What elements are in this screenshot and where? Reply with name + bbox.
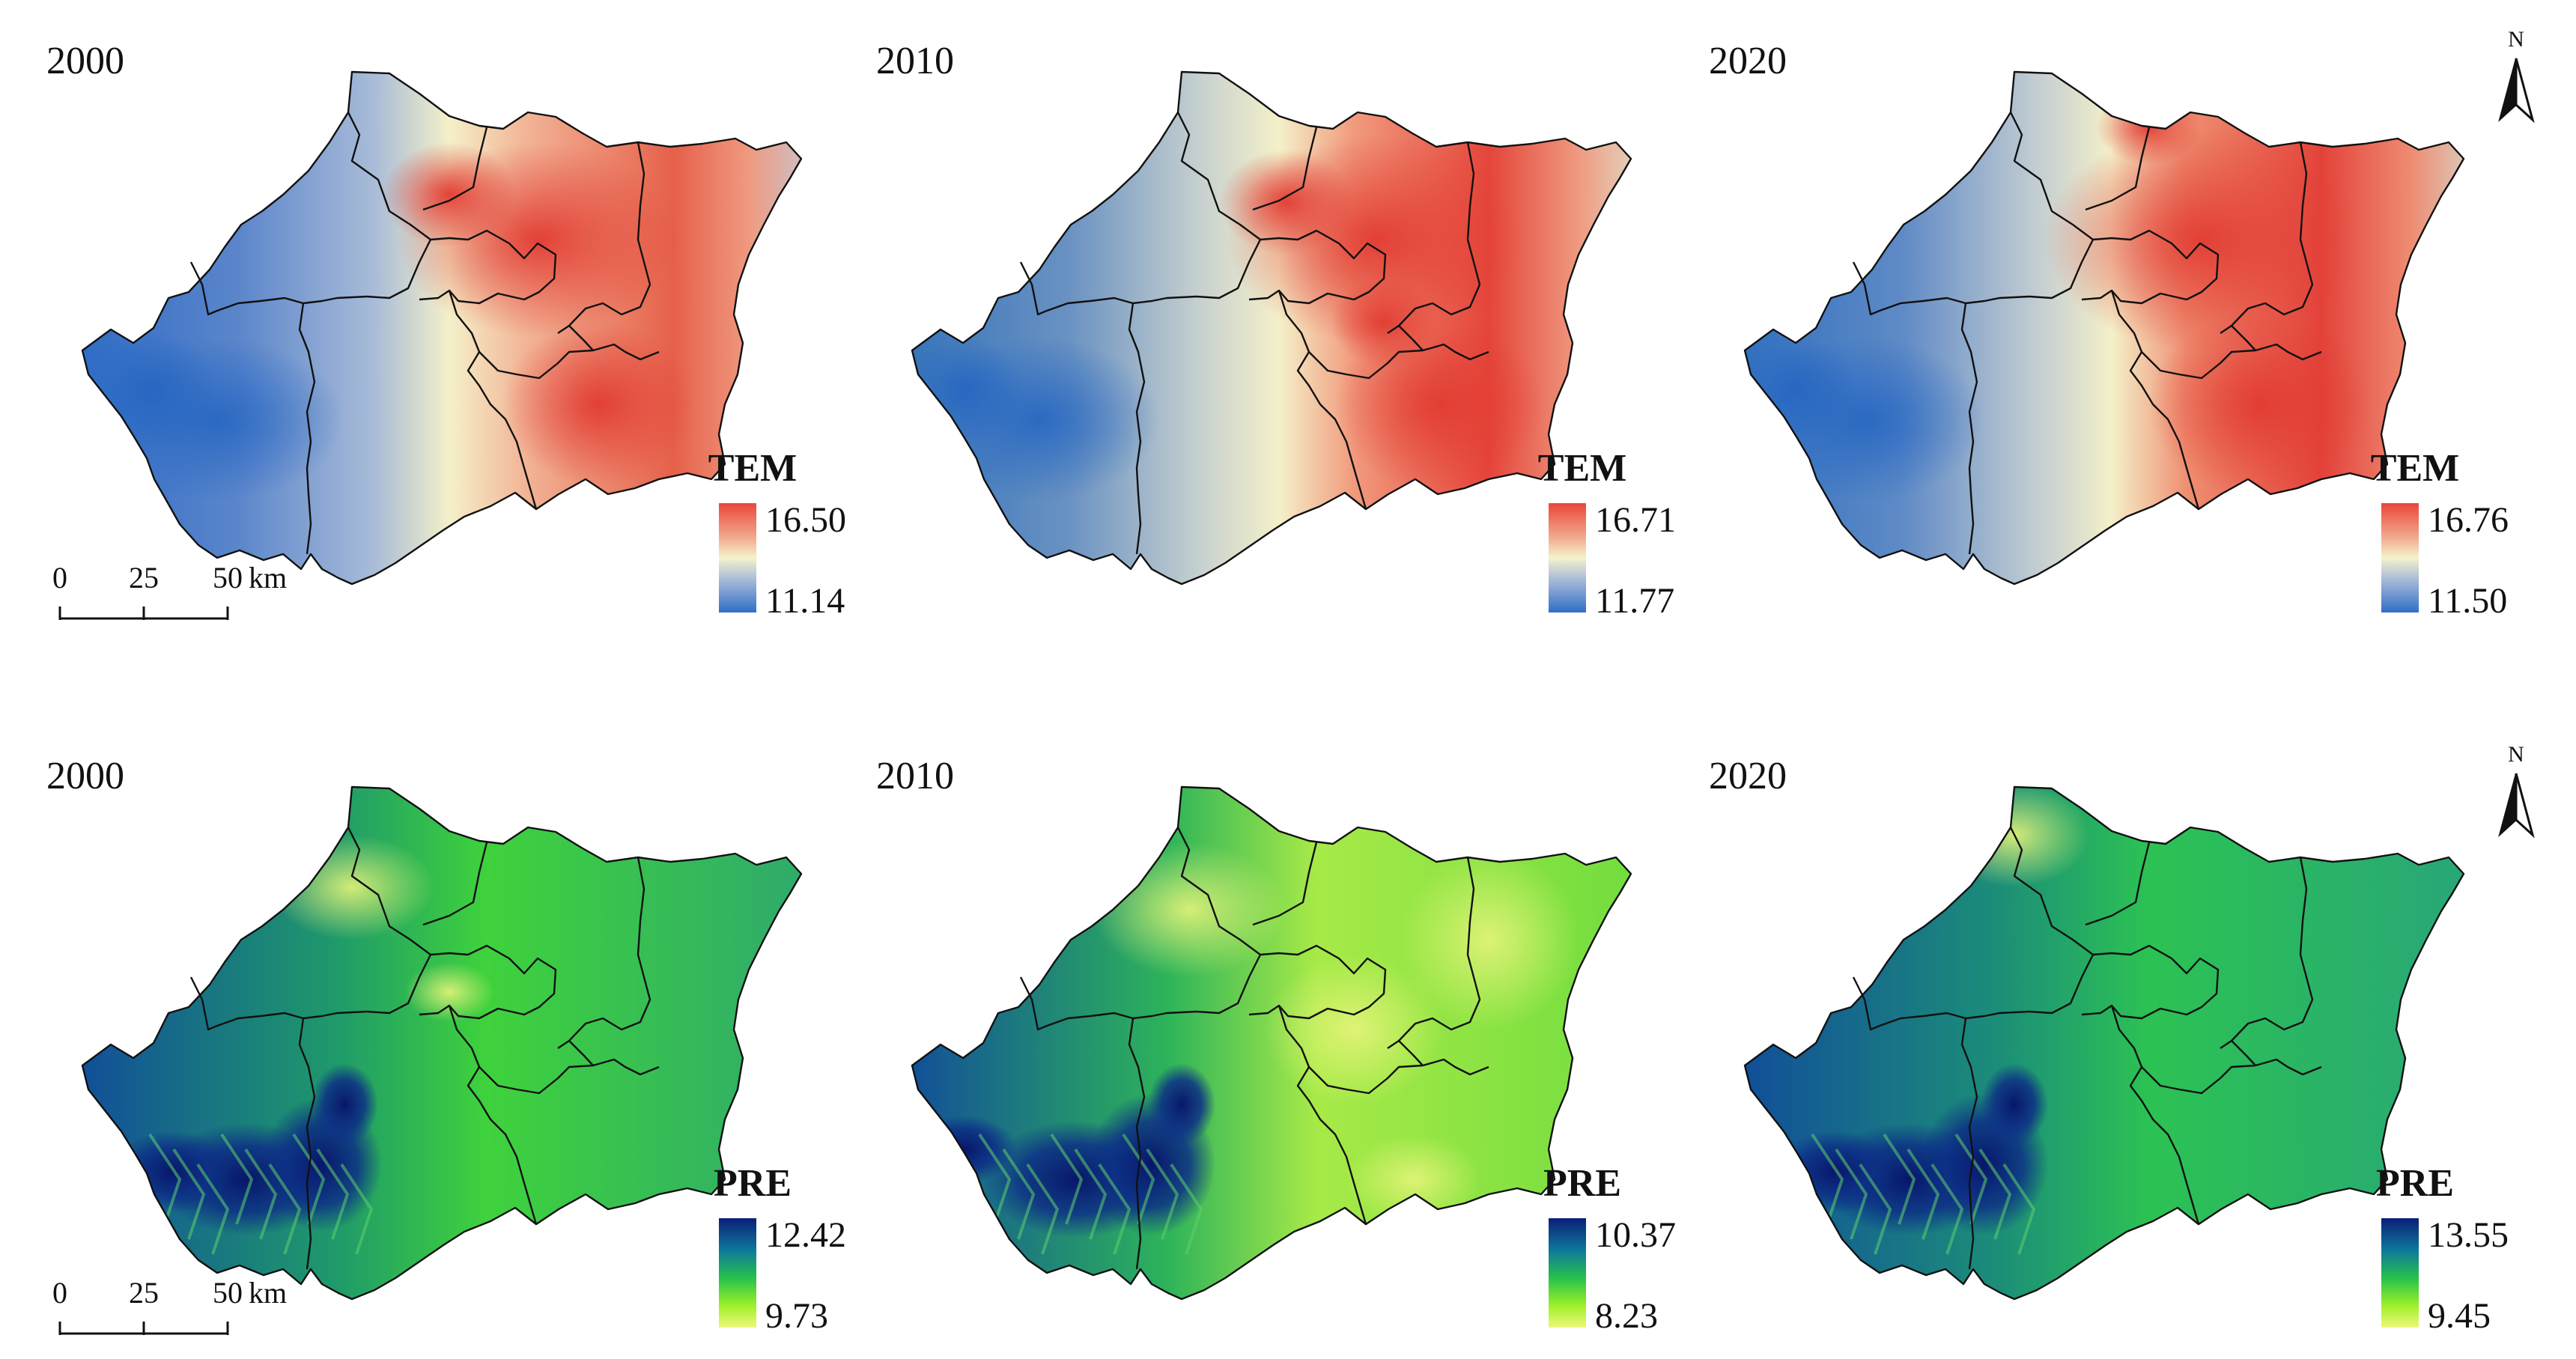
scale-tick-label: 0 xyxy=(52,1276,67,1310)
district-boundaries xyxy=(911,70,1632,586)
scale-unit-label: km xyxy=(249,561,287,595)
legend-low-value: 11.77 xyxy=(1595,581,1674,621)
district-boundaries xyxy=(911,785,1632,1301)
legend-high-value: 16.50 xyxy=(765,500,846,540)
legend-title: PRE xyxy=(2376,1162,2454,1205)
map-panel-pre-2020: 2020 PRE 13.55 9.45 N xyxy=(1709,742,2535,1336)
tem-legend: TEM 16.76 11.50 xyxy=(2371,447,2509,621)
tem-surface xyxy=(82,72,801,584)
legend-title: TEM xyxy=(708,447,797,490)
scale-unit-label: km xyxy=(249,1276,287,1310)
legend-title: TEM xyxy=(1538,447,1626,490)
north-arrow-icon: N xyxy=(2498,27,2535,124)
district-boundaries xyxy=(1743,70,2465,586)
legend-low-value: 9.73 xyxy=(765,1296,828,1336)
svg-text:N: N xyxy=(2508,27,2524,52)
legend-low-value: 11.14 xyxy=(765,581,845,621)
legend-color-ramp xyxy=(1549,1218,1586,1328)
map-panel-tem-2000: 2000 TEM 16.50 11.14 0 25 50 km xyxy=(46,40,846,621)
legend-low-value: 11.50 xyxy=(2428,581,2507,621)
legend-color-ramp xyxy=(2381,1218,2419,1328)
scale-tick-label: 25 xyxy=(129,561,159,595)
legend-low-value: 8.23 xyxy=(1595,1296,1658,1336)
year-label: 2010 xyxy=(876,40,954,82)
year-label: 2000 xyxy=(46,755,124,797)
legend-title: TEM xyxy=(2371,447,2459,490)
year-label: 2000 xyxy=(46,40,124,82)
legend-color-ramp xyxy=(719,503,756,612)
map-panel-pre-2010: 2010 PRE 10.37 8.23 xyxy=(876,755,1676,1336)
year-label: 2020 xyxy=(1709,40,1787,82)
scale-tick-label: 0 xyxy=(52,561,67,595)
scale-tick-label: 50 xyxy=(213,1276,243,1310)
map-panel-tem-2020: 2020 TEM 16.76 11.50 N xyxy=(1709,27,2535,621)
legend-color-ramp xyxy=(1549,503,1586,612)
legend-title: PRE xyxy=(1543,1162,1621,1205)
north-arrow-icon: N xyxy=(2498,742,2535,839)
legend-title: PRE xyxy=(714,1162,792,1205)
tem-legend: TEM 16.50 11.14 xyxy=(708,447,846,621)
tem-surface xyxy=(912,72,1631,584)
year-label: 2020 xyxy=(1709,755,1787,797)
map-panel-pre-2000: 2000 PRE 12.42 9.73 0 25 50 km xyxy=(46,755,846,1336)
legend-color-ramp xyxy=(719,1218,756,1328)
tem-legend: TEM 16.71 11.77 xyxy=(1538,447,1676,621)
pre-legend: PRE 10.37 8.23 xyxy=(1543,1162,1676,1336)
legend-high-value: 12.42 xyxy=(765,1215,846,1255)
legend-high-value: 10.37 xyxy=(1595,1215,1676,1255)
scale-tick-label: 50 xyxy=(213,561,243,595)
pre-legend: PRE 12.42 9.73 xyxy=(714,1162,846,1336)
pre-surface xyxy=(1745,787,2464,1299)
legend-high-value: 16.76 xyxy=(2428,500,2509,540)
pre-legend: PRE 13.55 9.45 xyxy=(2376,1162,2509,1336)
scale-tick-label: 25 xyxy=(129,1276,159,1310)
legend-high-value: 16.71 xyxy=(1595,500,1676,540)
pre-surface xyxy=(82,787,801,1299)
legend-color-ramp xyxy=(2381,503,2419,612)
district-boundaries xyxy=(81,785,803,1301)
legend-high-value: 13.55 xyxy=(2428,1215,2509,1255)
year-label: 2010 xyxy=(876,755,954,797)
district-boundaries xyxy=(1743,785,2465,1301)
svg-text:N: N xyxy=(2508,742,2524,767)
legend-low-value: 9.45 xyxy=(2428,1296,2491,1336)
tem-surface xyxy=(1745,72,2464,584)
pre-surface xyxy=(912,787,1631,1299)
scale-bar: 0 25 50 km xyxy=(52,1276,287,1335)
map-panel-tem-2010: 2010 TEM 16.71 11.77 xyxy=(876,40,1676,621)
district-boundaries xyxy=(81,70,803,586)
scale-bar: 0 25 50 km xyxy=(52,561,287,620)
